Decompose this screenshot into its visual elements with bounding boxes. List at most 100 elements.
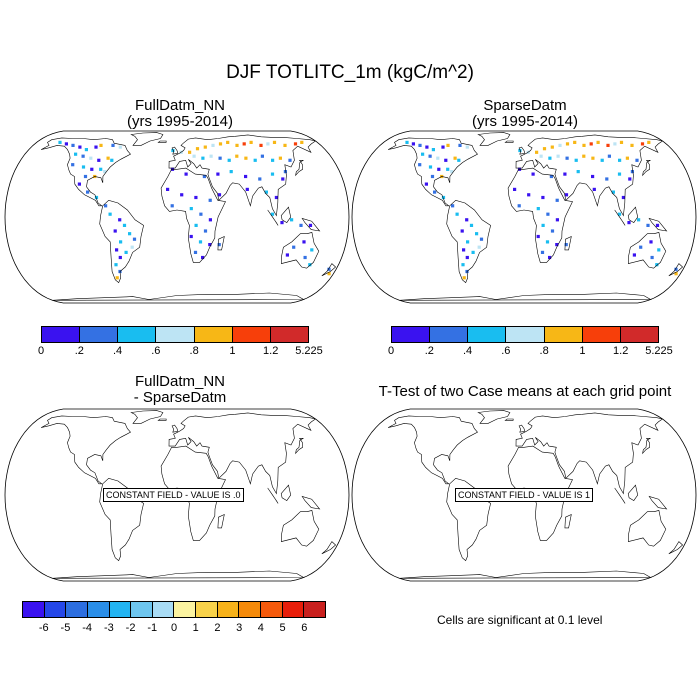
- colorbar-tick-label: .6: [151, 345, 161, 357]
- grid-cell-value: [621, 195, 625, 200]
- coastline: [518, 146, 526, 155]
- grid-cell-value: [540, 250, 545, 254]
- grid-cell-value: [229, 170, 233, 174]
- coastline: [518, 424, 526, 433]
- constant-field-label: CONSTANT FIELD - VALUE IS 1: [455, 488, 594, 502]
- coastline: [52, 570, 305, 579]
- grid-cell-value: [84, 148, 88, 152]
- grid-cell-value: [244, 174, 248, 179]
- grid-cell-value: [465, 145, 469, 149]
- coastline: [280, 484, 292, 502]
- grid-cell-value: [171, 148, 175, 153]
- grid-cell-value: [592, 187, 596, 191]
- grid-cell-value: [564, 193, 569, 197]
- grid-cell-value: [466, 240, 470, 244]
- grid-cell-value: [113, 229, 117, 233]
- grid-cell-value: [674, 267, 678, 271]
- coastline: [321, 541, 337, 555]
- grid-cell-value: [124, 250, 128, 254]
- map-top-left: [4, 130, 350, 304]
- grid-cell-value: [218, 142, 223, 146]
- constant-field-label: CONSTANT FIELD - VALUE IS .0: [103, 488, 244, 502]
- grid-cell-value: [546, 212, 550, 216]
- figure-title: DJF TOTLITC_1m (kgC/m^2): [226, 62, 474, 83]
- grid-cell-value: [99, 143, 103, 147]
- colorbar-swatch: [87, 602, 110, 617]
- grid-cell-value: [189, 207, 193, 211]
- grid-cell-value: [555, 243, 559, 247]
- grid-cell-value: [424, 182, 428, 186]
- colorbar-top-right: [391, 326, 659, 343]
- map-svg: [351, 130, 697, 304]
- grid-cell-value: [293, 142, 298, 146]
- coastline: [642, 438, 652, 455]
- grid-cell-value: [217, 243, 221, 247]
- grid-cell-value: [270, 172, 275, 176]
- colorbar-swatch: [392, 327, 431, 342]
- grid-cell-value: [630, 143, 634, 147]
- grid-cell-value: [582, 154, 586, 158]
- grid-cell-value: [461, 263, 465, 267]
- grid-cell-value: [118, 145, 122, 149]
- coastline: [515, 134, 664, 217]
- colorbar-tick-label: 1: [229, 345, 236, 357]
- grid-cell-value: [451, 204, 455, 208]
- grid-cell-value: [632, 253, 636, 257]
- colorbar-tick-label: -3: [103, 622, 114, 634]
- grid-cell-value: [285, 253, 289, 257]
- colorbar-tick-label: .2: [74, 345, 84, 357]
- colorbar-tick-label: .4: [112, 345, 123, 357]
- grid-cell-value: [258, 177, 262, 181]
- colorbar-tick-label: .2: [424, 345, 434, 357]
- colorbar-swatch: [196, 602, 218, 617]
- grid-cell-value: [457, 158, 461, 162]
- colorbar-swatch: [156, 327, 195, 342]
- colorbar-swatch: [44, 602, 67, 617]
- coastline: [171, 146, 179, 155]
- grid-cell-value: [465, 255, 469, 260]
- grid-cell-value: [283, 170, 287, 174]
- coastline: [627, 484, 639, 502]
- grid-cell-value: [253, 158, 257, 162]
- grid-cell-value: [458, 143, 462, 147]
- coastline: [280, 232, 320, 269]
- coastline: [642, 160, 652, 177]
- grid-cell-value: [425, 145, 429, 149]
- grid-cell-value: [78, 145, 82, 149]
- grid-cell-value: [431, 148, 435, 152]
- coastline: [614, 487, 626, 504]
- grid-cell-value: [444, 158, 448, 162]
- grid-cell-value: [118, 255, 122, 260]
- grid-cell-value: [655, 223, 660, 227]
- map-boundary: [351, 130, 697, 304]
- colorbar-tick-label: -6: [38, 622, 49, 634]
- coastline: [515, 412, 664, 495]
- grid-cell-value: [242, 142, 246, 146]
- significance-note: Cells are significant at 0.1 level: [437, 613, 603, 627]
- colorbar-tick-label: -4: [82, 622, 93, 634]
- grid-cell-value: [227, 158, 231, 162]
- grid-cell-value: [541, 195, 545, 200]
- grid-cell-value: [600, 158, 604, 162]
- grid-cell-value: [607, 154, 611, 158]
- grid-cell-value: [192, 154, 196, 158]
- grid-cell-value: [217, 193, 222, 197]
- grid-cell-value: [550, 145, 554, 149]
- grid-cell-value: [591, 156, 595, 160]
- grid-cell-value: [563, 172, 567, 176]
- grid-cell-value: [77, 182, 81, 186]
- grid-cell-value: [303, 255, 307, 260]
- grid-cell-value: [421, 152, 425, 156]
- coastline: [627, 206, 639, 224]
- coastline: [648, 495, 668, 510]
- grid-cell-value: [453, 156, 457, 160]
- grid-cell-value: [564, 243, 568, 247]
- grid-cell-value: [479, 237, 484, 241]
- grid-cell-value: [613, 142, 617, 146]
- grid-cell-value: [619, 140, 624, 144]
- grid-cell-value: [170, 204, 174, 208]
- grid-cell-value: [611, 190, 615, 194]
- grid-cell-value: [194, 195, 198, 200]
- grid-cell-value: [201, 255, 205, 260]
- colorbar-tick-label: 0: [37, 345, 45, 357]
